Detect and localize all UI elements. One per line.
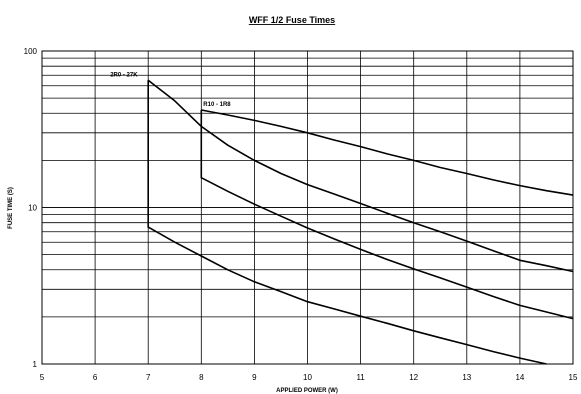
x-tick-label: 7 <box>146 373 151 382</box>
series-line-3 <box>201 109 574 196</box>
series-line-2 <box>147 80 547 365</box>
x-tick-label: 14 <box>515 373 524 382</box>
series-line-4 <box>200 110 574 320</box>
plot-area-border <box>41 50 574 365</box>
x-tick-label: 13 <box>462 373 471 382</box>
curve-label-2: R10 - 1R8 <box>203 102 231 108</box>
y-tick-label: 10 <box>28 204 37 213</box>
x-tick-labels: 5 6 7 8 9 10 11 12 13 14 15 <box>40 373 578 382</box>
grid-lines <box>41 50 574 365</box>
y-tick-labels: 1 10 100 <box>24 47 38 369</box>
x-tick-label: 15 <box>569 373 578 382</box>
series-line-1 <box>147 79 574 273</box>
x-tick-label: 10 <box>303 373 312 382</box>
x-tick-label: 9 <box>252 373 257 382</box>
curve-label-1: 2R0 - 27K <box>110 72 138 78</box>
chart-title: WFF 1/2 Fuse Times <box>249 15 335 25</box>
x-tick-label: 5 <box>40 373 45 382</box>
y-tick-label: 1 <box>33 360 38 369</box>
x-axis-label: APPLIED POWER (W) <box>276 388 338 394</box>
x-tick-label: 6 <box>93 373 98 382</box>
x-tick-label: 11 <box>356 373 365 382</box>
y-axis-label: FUSE TIME (S) <box>8 187 14 229</box>
data-series <box>147 79 574 365</box>
x-tick-label: 12 <box>409 373 418 382</box>
curve-annotations: 2R0 - 27K R10 - 1R8 <box>110 72 231 108</box>
x-tick-label: 8 <box>199 373 204 382</box>
y-tick-label: 100 <box>24 47 38 56</box>
